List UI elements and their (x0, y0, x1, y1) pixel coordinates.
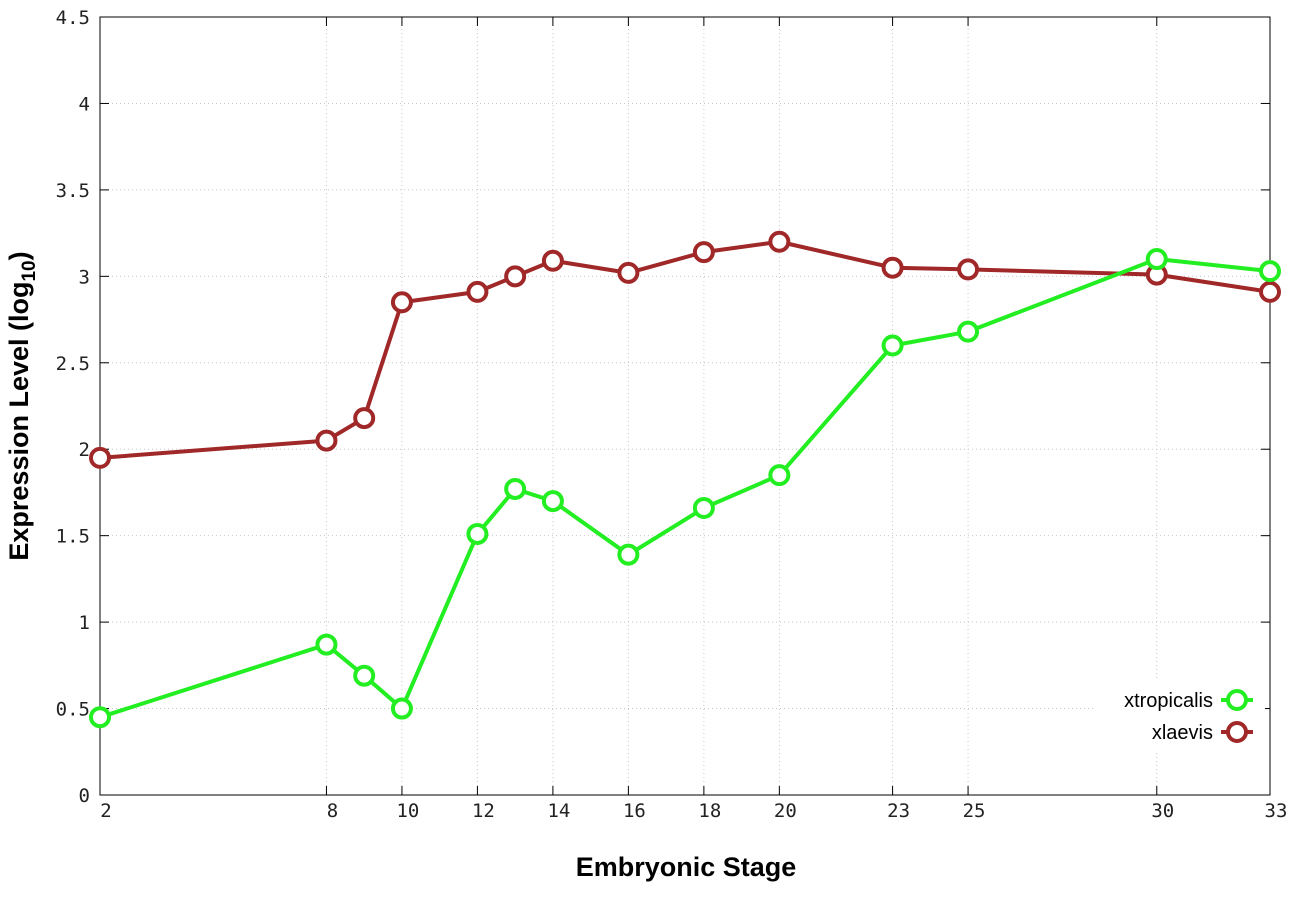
y-tick-label: 4 (79, 93, 90, 115)
y-tick-label: 2 (79, 439, 90, 461)
x-tick-label: 16 (623, 800, 646, 822)
data-point-xlaevis (617, 261, 640, 284)
x-tick-label: 14 (547, 800, 570, 822)
data-point-xtropicalis (315, 633, 338, 656)
x-tick-label: 20 (774, 800, 797, 822)
series-layer (89, 230, 1281, 729)
data-point-xtropicalis (957, 320, 980, 343)
data-point-xlaevis (957, 258, 980, 281)
data-point-xlaevis (1259, 280, 1281, 303)
x-tick-label: 23 (887, 800, 910, 822)
x-tick-label: 12 (472, 800, 495, 822)
data-point-xlaevis (353, 407, 376, 430)
data-point-xtropicalis (1145, 248, 1168, 271)
plot-area-frame (99, 16, 1271, 796)
y-tick-label: 2.5 (56, 353, 90, 375)
x-axis-title: Embryonic Stage (576, 852, 797, 882)
data-point-xlaevis (315, 429, 338, 452)
data-point-xtropicalis (692, 497, 715, 520)
legend-label-xtropicalis: xtropicalis (1124, 690, 1213, 712)
y-tick-label: 0 (79, 785, 90, 807)
y-axis-title-tail: ) (4, 251, 34, 260)
x-tick-label: 33 (1265, 800, 1288, 822)
x-tick-label: 25 (963, 800, 986, 822)
data-point-xtropicalis (881, 334, 904, 357)
axis-ticks: 2 8 10 12 14 16 18 20 23 25 30 33 0 0.5 1 1.5 2 2.5 3 3.5 4 4… (56, 7, 1288, 822)
y-tick-label: 3 (79, 266, 90, 288)
y-axis-title-subscript: 10 (19, 260, 40, 281)
data-point-xlaevis (541, 249, 564, 272)
y-tick-label: 4.5 (56, 7, 90, 29)
data-point-xlaevis (89, 446, 111, 469)
series-line-xtropicalis (99, 257, 1271, 720)
legend: xtropicalis xlaevis (1095, 680, 1265, 750)
data-point-xtropicalis (504, 477, 527, 500)
data-point-xlaevis (768, 230, 791, 253)
y-tick-label: 0.5 (56, 699, 90, 721)
data-point-xlaevis (881, 256, 904, 279)
y-tick-label: 3.5 (56, 180, 90, 202)
grid (100, 17, 1270, 795)
data-point-xtropicalis (768, 464, 791, 487)
x-tick-label: 8 (327, 800, 338, 822)
y-axis-title-main: Expression Level (log (4, 282, 34, 561)
data-point-xlaevis (504, 265, 527, 288)
legend-label-xlaevis: xlaevis (1152, 722, 1213, 744)
series-line-xlaevis (99, 239, 1271, 460)
data-point-xtropicalis (1259, 260, 1281, 283)
data-point-xtropicalis (390, 697, 413, 720)
x-tick-label: 10 (396, 800, 419, 822)
data-point-xtropicalis (617, 543, 640, 566)
legend-marker-xlaevis (1226, 721, 1248, 743)
y-tick-label: 1 (79, 612, 90, 634)
x-tick-label: 18 (698, 800, 721, 822)
x-tick-label: 2 (100, 800, 111, 822)
data-point-xtropicalis (541, 490, 564, 513)
data-point-xtropicalis (89, 706, 111, 729)
y-tick-label: 1.5 (56, 526, 90, 548)
data-point-xtropicalis (466, 522, 489, 545)
data-point-xtropicalis (353, 664, 376, 687)
x-tick-label: 30 (1151, 800, 1174, 822)
data-point-xlaevis (390, 291, 413, 314)
data-point-xlaevis (466, 280, 489, 303)
legend-marker-xtropicalis (1226, 689, 1248, 711)
data-point-xlaevis (692, 241, 715, 264)
y-axis-title: Expression Level (log10) (4, 251, 40, 560)
